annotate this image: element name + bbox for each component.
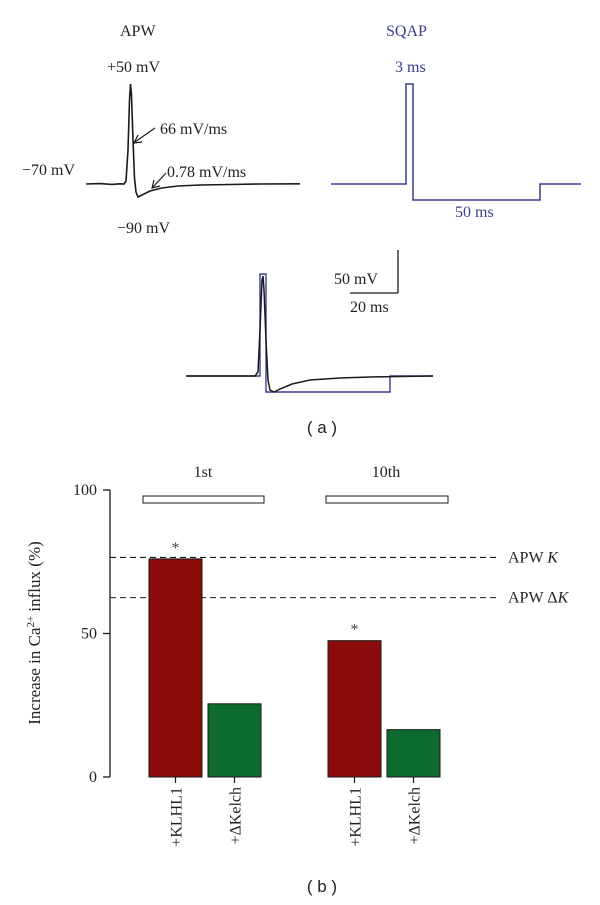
x-category-label: +KLHL1 xyxy=(348,787,365,847)
x-category-label: +KLHL1 xyxy=(169,787,186,847)
panel-b-caption: ( b ) xyxy=(307,877,337,896)
slow-slope-arrowhead xyxy=(151,179,161,189)
reference-label-apw-k: APW K xyxy=(508,549,559,566)
sqap-trace xyxy=(331,83,581,201)
group-label-10th: 10th xyxy=(372,464,400,481)
fast-slope-arrowhead xyxy=(132,134,143,144)
sqap-title: SQAP xyxy=(386,23,427,40)
y-tick-label: 100 xyxy=(73,482,97,499)
apw-peak-label: +50 mV xyxy=(107,59,160,76)
scale-bar-voltage-label: 50 mV xyxy=(334,271,378,288)
bar-1st-klhl1 xyxy=(148,558,203,778)
significance-marker: * xyxy=(172,540,180,557)
y-tick-label: 50 xyxy=(81,626,97,643)
panel-a: APW +50 mV −70 mV −90 mV 66 mV/ms 0.78 m… xyxy=(22,23,581,437)
sqap-step-label: 50 ms xyxy=(455,204,494,221)
apw-rest-label: −70 mV xyxy=(22,162,75,179)
slow-slope-arrow xyxy=(152,172,167,188)
apw-fast-slope-label: 66 mV/ms xyxy=(160,121,227,138)
group-label-1st: 1st xyxy=(194,464,213,481)
bar-10th-delta-kelch xyxy=(386,729,441,778)
y-axis-label: Increase in Ca2+ influx (%) xyxy=(25,541,44,725)
overlay-sqap-trace xyxy=(186,273,433,393)
y-tick-label: 0 xyxy=(89,769,97,786)
y-ticks: 0 50 100 xyxy=(73,482,110,786)
group-bar-1st xyxy=(142,495,265,504)
x-category-label: +ΔKelch xyxy=(407,787,424,845)
apw-trace xyxy=(85,83,301,199)
bars: ** xyxy=(148,540,441,778)
x-category-label: +ΔKelch xyxy=(228,787,245,845)
apw-min-label: −90 mV xyxy=(117,220,170,237)
apw-title: APW xyxy=(120,23,156,40)
panel-b: 0 50 100 Increase in Ca2+ influx (%) 1st 1… xyxy=(25,464,570,896)
reference-label-apw-delta-k: APW ΔK xyxy=(508,590,570,607)
panel-a-caption: ( a ) xyxy=(307,418,337,437)
scale-bar-time-label: 20 ms xyxy=(350,299,389,316)
overlay-apw-trace xyxy=(186,275,434,393)
bar-10th-klhl1 xyxy=(327,640,382,778)
bar-labels: +KLHL1 +ΔKelch +KLHL1 +ΔKelch xyxy=(169,777,424,847)
sqap-pulse-label: 3 ms xyxy=(395,59,426,76)
significance-marker: * xyxy=(351,622,359,639)
fast-slope-arrow xyxy=(134,127,156,143)
apw-slow-slope-label: 0.78 mV/ms xyxy=(167,164,246,181)
bar-1st-delta-kelch xyxy=(207,703,262,778)
group-bar-10th xyxy=(325,495,449,504)
